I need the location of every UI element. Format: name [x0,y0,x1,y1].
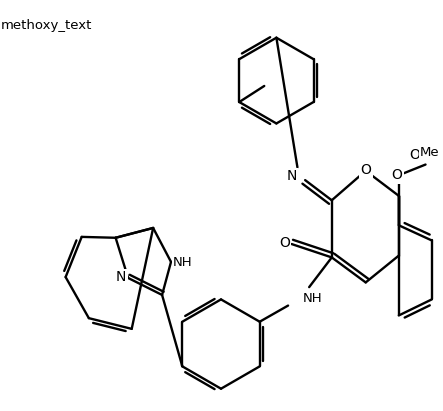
Text: O: O [360,163,371,177]
Text: NH: NH [173,256,192,269]
Text: Me: Me [419,146,439,159]
Text: O: O [279,236,290,250]
Text: O: O [409,148,420,162]
Text: N: N [287,169,297,183]
Text: methoxy_text: methoxy_text [0,19,92,32]
Text: N: N [116,270,126,284]
Text: O: O [392,168,402,182]
Text: NH: NH [302,292,322,305]
